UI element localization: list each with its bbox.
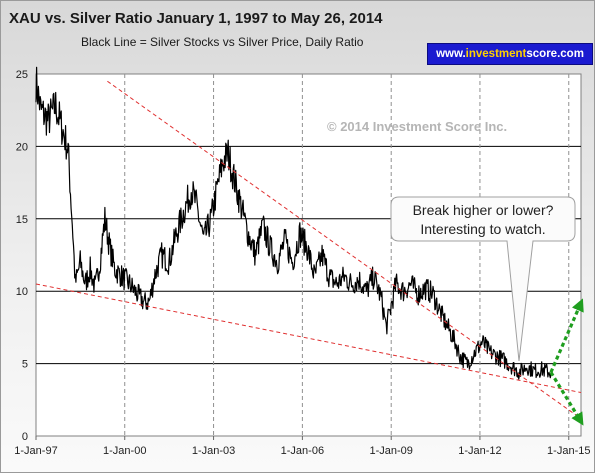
y-tick-label: 5 [22, 359, 28, 371]
badge-accent: investment [465, 48, 527, 60]
x-tick-label: 1-Jan-15 [547, 445, 590, 457]
x-tick-label: 1-Jan-00 [103, 445, 146, 457]
x-tick-label: 1-Jan-97 [14, 445, 57, 457]
grid-layer [36, 74, 581, 436]
ratio-series-line [35, 66, 552, 380]
website-badge[interactable]: www.investmentscore.com [427, 43, 593, 65]
y-tick-label: 20 [16, 141, 28, 153]
series-layer [35, 66, 584, 426]
y-tick-label: 10 [16, 286, 28, 298]
x-tick-label: 1-Jan-03 [192, 445, 235, 457]
chart-subtitle: Black Line = Silver Stocks vs Silver Pri… [81, 35, 364, 49]
x-tick-label: 1-Jan-06 [281, 445, 324, 457]
copyright-annotation: © 2014 Investment Score Inc. [327, 119, 507, 134]
trendline [35, 283, 582, 394]
tick-layer: 0 5 10 15 20 25 1-Jan-97 1-Jan-00 1-Jan-03 1-Jan-… [14, 69, 590, 457]
x-tick-label: 1-Jan-12 [458, 445, 501, 457]
y-tick-label: 0 [22, 431, 28, 443]
callout-bubble: Break higher or lower? Interesting to wa… [390, 196, 576, 362]
callout-line-2: Interesting to watch. [420, 221, 545, 237]
badge-prefix: www. [436, 48, 466, 60]
x-tick-label: 1-Jan-09 [369, 445, 412, 457]
chart-title: XAU vs. Silver Ratio January 1, 1997 to … [9, 10, 383, 27]
projection-arrow [549, 371, 584, 426]
badge-suffix: score.com [526, 48, 584, 60]
trendline [107, 80, 582, 420]
callout-shape [390, 196, 576, 362]
projection-arrow [549, 298, 584, 373]
y-tick-label: 25 [16, 69, 28, 81]
callout-line-1: Break higher or lower? [413, 202, 554, 218]
y-tick-label: 15 [16, 214, 28, 226]
